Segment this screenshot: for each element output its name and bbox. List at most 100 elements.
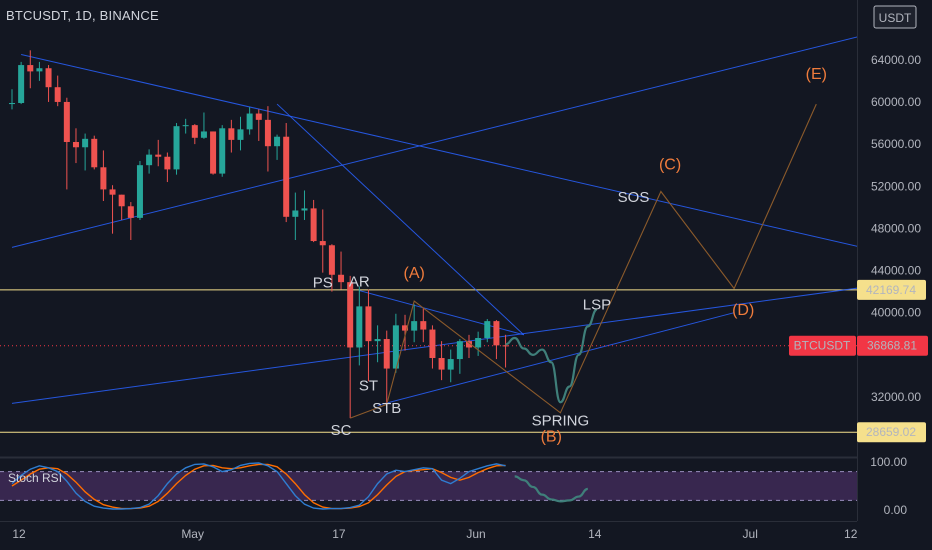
candle-body [237,129,244,140]
candle [447,349,454,383]
candle-body [18,65,25,104]
candle [72,128,79,164]
candle [402,314,409,351]
level-price-tag[interactable] [857,279,926,300]
candle [91,135,98,170]
candle-body [283,136,290,217]
candle-body [456,341,463,360]
candle-body [191,125,198,138]
ticker-tag[interactable] [789,335,856,356]
trendline-wedge-bottom[interactable] [377,312,735,406]
wave-label-c: (C) [659,156,681,173]
candle [475,331,482,356]
level-price-label: 42169.74 [866,283,916,297]
candle-body [155,154,162,157]
phase-label-ar: AR [349,273,370,290]
candle [155,139,162,167]
ticker-tag-label: BTCUSDT [794,339,851,353]
candle-body [438,358,445,370]
candle-body [200,131,207,138]
candle [429,325,436,369]
candle-body [246,113,253,130]
trendline-long-support[interactable] [11,280,917,404]
candle [18,61,25,105]
candle [411,304,418,343]
stoch-rsi-d-line[interactable] [11,463,506,510]
candle [484,319,491,343]
time-tick-label: 12 [844,527,858,541]
candle [191,124,198,145]
candle [210,131,217,175]
exchange-label: BINANCE [99,8,159,23]
candle-body [82,138,89,148]
scenario-path[interactable] [350,103,817,419]
level-price-tag[interactable] [857,422,926,443]
candle [365,289,372,382]
candle [136,160,143,220]
phase-label-spring: SPRING [532,412,590,429]
candle [246,107,253,135]
trendline-descending-resistance[interactable] [21,54,917,260]
rsi-tick-label: 0.00 [884,503,908,517]
candle [310,199,317,243]
candle-body [36,68,43,72]
candle-body [493,321,500,346]
candle [456,339,463,374]
candle-body [182,125,189,127]
trendline-steep-resistance[interactable] [276,103,525,336]
candle-body [9,103,15,105]
price-tick-label: 40000.00 [871,306,921,320]
candle [27,50,34,89]
candle-body [411,321,418,331]
candle-body [338,274,345,283]
candle-body [127,206,134,218]
candle-body [100,167,107,190]
candle [493,320,500,360]
wave-label-a: (A) [403,265,424,282]
candle [466,334,472,359]
price-axis[interactable] [857,0,932,550]
candle-body [310,208,317,242]
price-tick-label: 64000.00 [871,53,921,67]
candle-body [146,154,153,166]
candle-body [475,337,482,348]
time-tick-label: 14 [588,527,602,541]
candle [319,209,326,273]
candle-body [72,141,79,148]
candle [283,123,290,223]
price-tick-label: 44000.00 [871,264,921,278]
candle [182,118,189,134]
candle-body [356,306,363,348]
candle-body [109,189,116,195]
chart-header: BTCUSDT, 1D, BINANCE [6,8,159,23]
phase-label-ps: PS [313,274,333,291]
candle [255,109,262,141]
trendline-upper-channel[interactable] [11,33,871,248]
price-tick-label: 52000.00 [871,179,921,193]
candle-body [164,156,171,170]
candle [392,313,399,373]
candle [328,244,335,292]
phase-label-sos: SOS [618,189,650,206]
candle-body [118,194,125,207]
candle-body [27,65,34,72]
stoch-rsi-k-line[interactable] [11,462,506,510]
projected-price-curve[interactable] [505,308,598,404]
candle-body [301,208,308,211]
rsi-projection-curve[interactable] [514,475,589,503]
candle [36,61,43,81]
time-tick-label: Jul [743,527,758,541]
candle-body [392,325,399,369]
currency-badge[interactable] [873,5,917,29]
candle [164,152,171,183]
current-price-tag[interactable] [857,335,928,356]
candle [338,251,345,290]
candle-body [319,241,326,246]
price-tick-label: 60000.00 [871,95,921,109]
candle-body [484,321,491,338]
candle [264,106,271,172]
wave-label-d: (D) [732,302,754,319]
candle [54,75,61,107]
